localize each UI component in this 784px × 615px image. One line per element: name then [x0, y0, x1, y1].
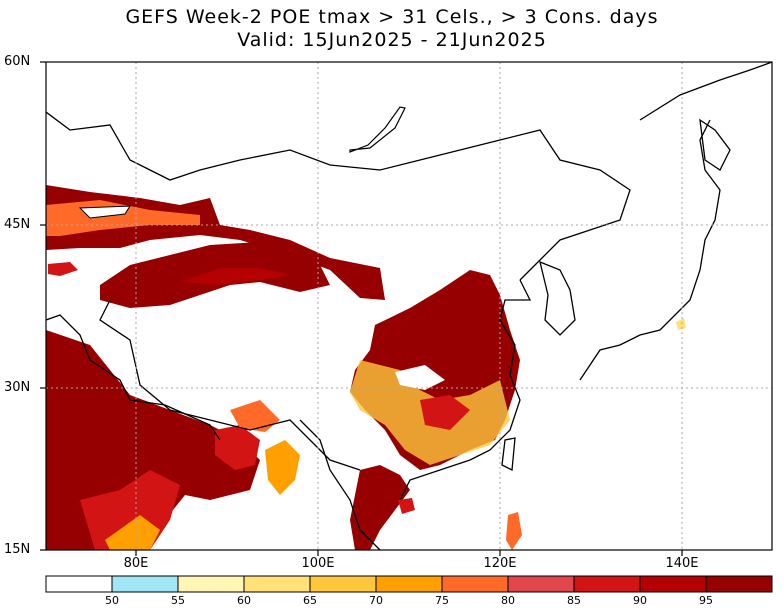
lat-label-60n: 60N [4, 54, 31, 69]
colorbar-swatch [309, 575, 377, 593]
baikal-lake [349, 106, 406, 153]
colorbar-tick-label: 95 [699, 594, 713, 607]
colorbar-tick-label: 65 [303, 594, 317, 607]
colorbar-swatch [45, 575, 113, 593]
china-coast [399, 279, 532, 501]
lat-label-30n: 30N [4, 380, 31, 395]
colorbar-swatch [111, 575, 179, 593]
tibet-south-edge [230, 400, 280, 432]
map-frame [45, 61, 773, 551]
colorbar-tick-label: 85 [567, 594, 581, 607]
philippines-shading [506, 512, 522, 550]
colorbar-swatch [375, 575, 443, 593]
north-border [46, 111, 631, 281]
lon-label-140e: 140E [665, 556, 699, 571]
chart-title: GEFS Week-2 POE tmax > 31 Cels., > 3 Con… [125, 6, 659, 28]
myanmar-shading [265, 440, 300, 495]
lon-label-100e: 100E [301, 556, 335, 571]
east-china-red [420, 395, 470, 430]
china-west-border [99, 299, 361, 471]
india-shading [46, 330, 260, 550]
tarim-inner-white [180, 268, 290, 285]
colorbar-swatch [177, 575, 245, 593]
bangladesh-shading [215, 425, 260, 470]
colorbar-tick-label: 50 [105, 594, 119, 607]
graticule [46, 62, 772, 550]
india-south-low [105, 515, 160, 550]
colorbar-swatch [243, 575, 311, 593]
india-border [46, 314, 221, 441]
axis-ticks [40, 61, 683, 556]
colorbar-tick-label: 90 [633, 594, 647, 607]
hainan-shading [398, 498, 415, 514]
kazakh-small-blob [48, 262, 78, 276]
south-china-shading [350, 465, 410, 550]
lat-label-15n: 15N [4, 542, 31, 557]
korea-coast [539, 260, 576, 336]
east-china-white-gap [395, 365, 445, 390]
colorbar-swatch [441, 575, 509, 593]
kazakh-lake [78, 205, 131, 219]
borders [46, 62, 772, 550]
colorbar-tick-label: 75 [435, 594, 449, 607]
colorbar-tick-label: 80 [501, 594, 515, 607]
lon-label-80e: 80E [123, 556, 149, 571]
kamchatka-coast [639, 62, 772, 121]
japan-hokkaido [699, 118, 731, 171]
colorbar-swatch [639, 575, 707, 593]
probability-shading [46, 185, 686, 550]
colorbar-tick-label: 70 [369, 594, 383, 607]
lon-label-120e: 120E [483, 556, 517, 571]
colorbar-swatch [507, 575, 575, 593]
chart-subtitle: Valid: 15Jun2025 - 21Jun2025 [237, 29, 547, 51]
lat-label-45n: 45N [4, 217, 31, 232]
japan-spot [676, 318, 686, 330]
colorbar-swatch [573, 575, 641, 593]
colorbar-swatch [705, 575, 773, 593]
colorbar-tick-label: 55 [171, 594, 185, 607]
colorbar [45, 575, 773, 593]
taiwan [501, 437, 516, 472]
colorbar-tick-label: 60 [237, 594, 251, 607]
japan-coast [579, 119, 721, 381]
indochina [299, 419, 381, 550]
